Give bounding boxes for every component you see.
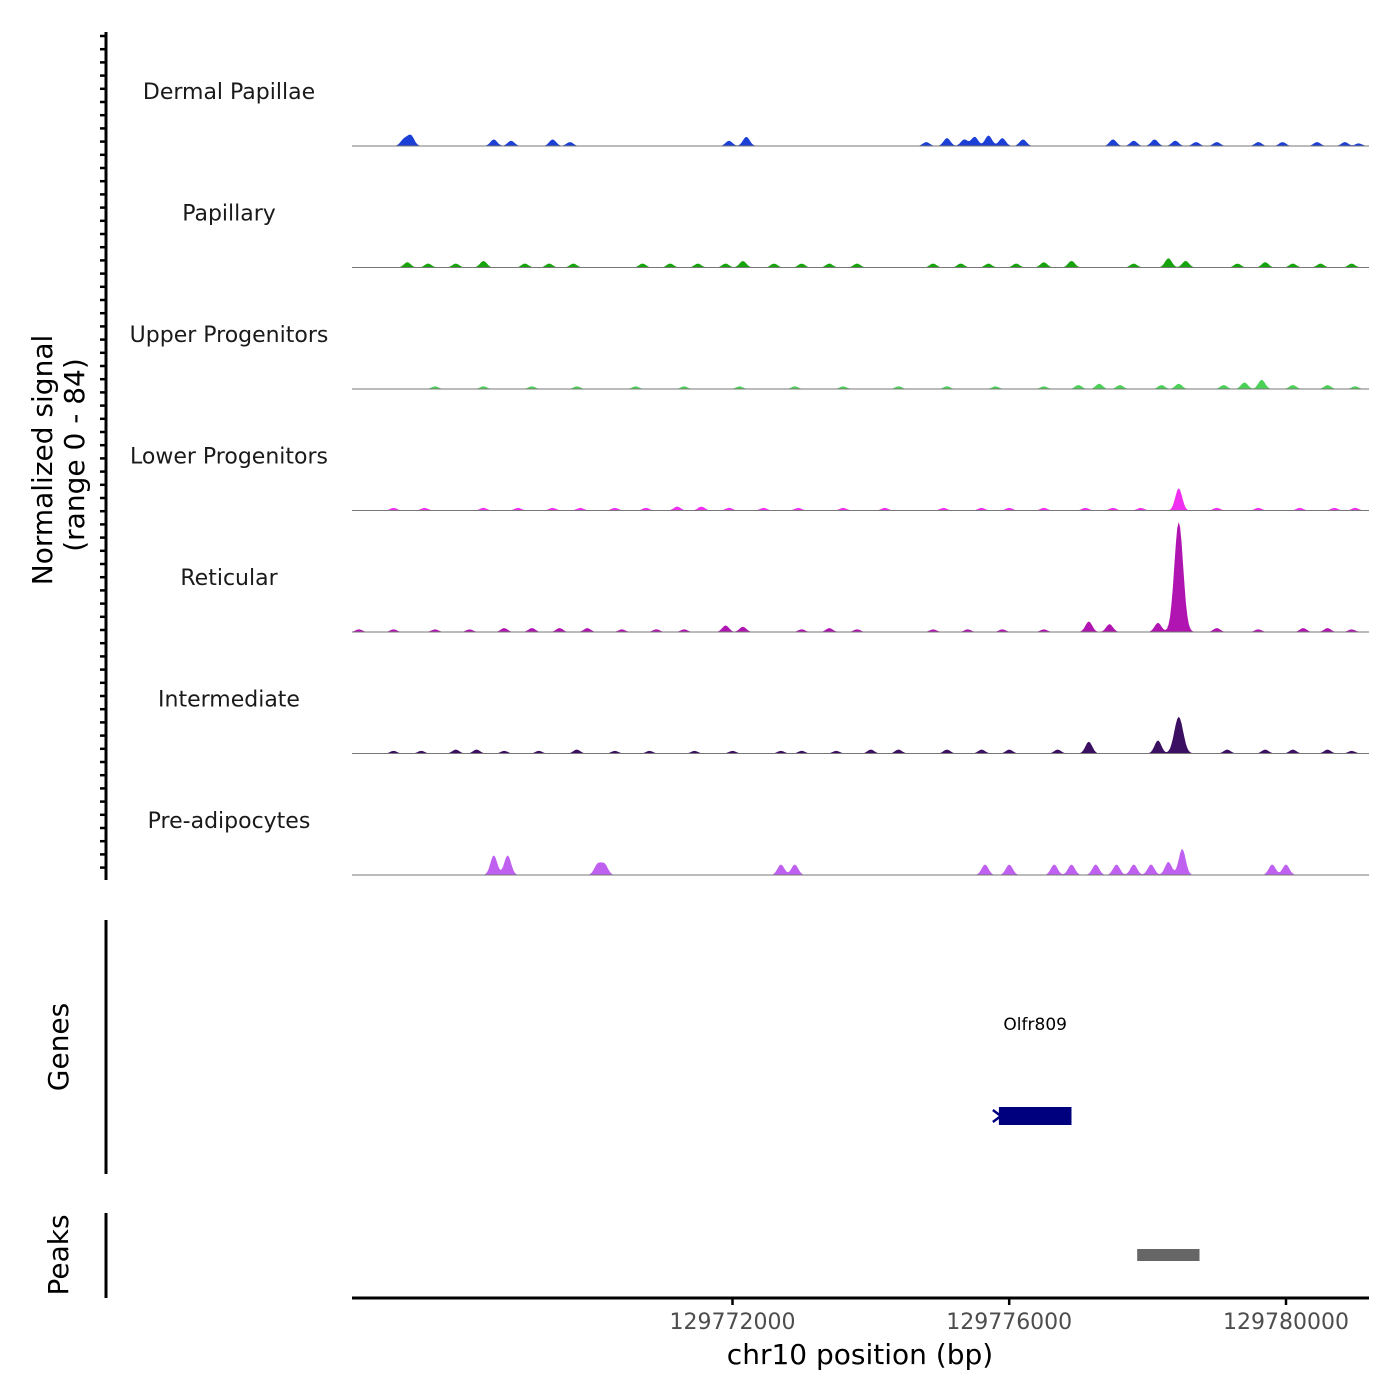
track-intermediate: Intermediate: [158, 688, 1369, 754]
x-tick-label: 129776000: [946, 1310, 1072, 1335]
peak-panel-title: Peaks: [42, 1214, 75, 1295]
gene-panel-title: Genes: [42, 1003, 75, 1091]
track-dermal-papillae: Dermal Papillae: [143, 80, 1369, 147]
signal-area: [352, 134, 1369, 146]
x-tick-label: 129780000: [1223, 1310, 1349, 1335]
track-label: Lower Progenitors: [130, 445, 328, 470]
track-group: Dermal Papillae Papillary Upper Progenitor…: [130, 80, 1369, 876]
gene-model: Olfr809: [992, 1015, 1072, 1125]
y-axis-ticks: [100, 34, 106, 869]
track-label: Pre-adipocytes: [148, 809, 311, 834]
track-reticular: Reticular: [180, 522, 1369, 633]
track-upper-progenitors: Upper Progenitors: [130, 323, 1369, 390]
signal-area: [352, 522, 1369, 632]
track-label: Intermediate: [158, 688, 300, 713]
signal-area: [352, 849, 1369, 875]
gene-models: Olfr809: [992, 1015, 1072, 1125]
strand-arrow: [992, 1108, 1003, 1124]
track-label: Upper Progenitors: [130, 323, 329, 348]
peak-region: [1137, 1249, 1200, 1261]
gene-panel: Genes Olfr809: [42, 920, 1072, 1174]
track-label: Dermal Papillae: [143, 80, 315, 105]
track-lower-progenitors: Lower Progenitors: [130, 445, 1369, 511]
x-axis: 129772000 129776000 129780000 chr10 positi…: [352, 1296, 1369, 1371]
track-label: Papillary: [182, 202, 276, 227]
coverage-panel: Normalized signal (range 0 - 84) Dermal …: [26, 32, 1369, 880]
track-pre-adipocytes: Pre-adipocytes: [148, 809, 1369, 876]
signal-area: [352, 379, 1369, 389]
signal-area: [352, 716, 1369, 754]
x-axis-title: chr10 position (bp): [727, 1338, 993, 1371]
y-axis-title: Normalized signal: [26, 335, 59, 586]
signal-area: [352, 488, 1369, 511]
gene-exon: [998, 1107, 1072, 1125]
signal-area: [352, 258, 1369, 268]
x-axis-ticks: 129772000 129776000 129780000: [670, 1298, 1349, 1335]
y-axis-title-range: (range 0 - 84): [58, 358, 91, 552]
gene-label: Olfr809: [1003, 1015, 1067, 1035]
peak-panel: Peaks: [42, 1213, 1200, 1298]
track-papillary: Papillary: [182, 202, 1369, 268]
x-tick-label: 129772000: [670, 1310, 796, 1335]
peak-regions: [1137, 1249, 1200, 1261]
track-label: Reticular: [180, 566, 278, 591]
